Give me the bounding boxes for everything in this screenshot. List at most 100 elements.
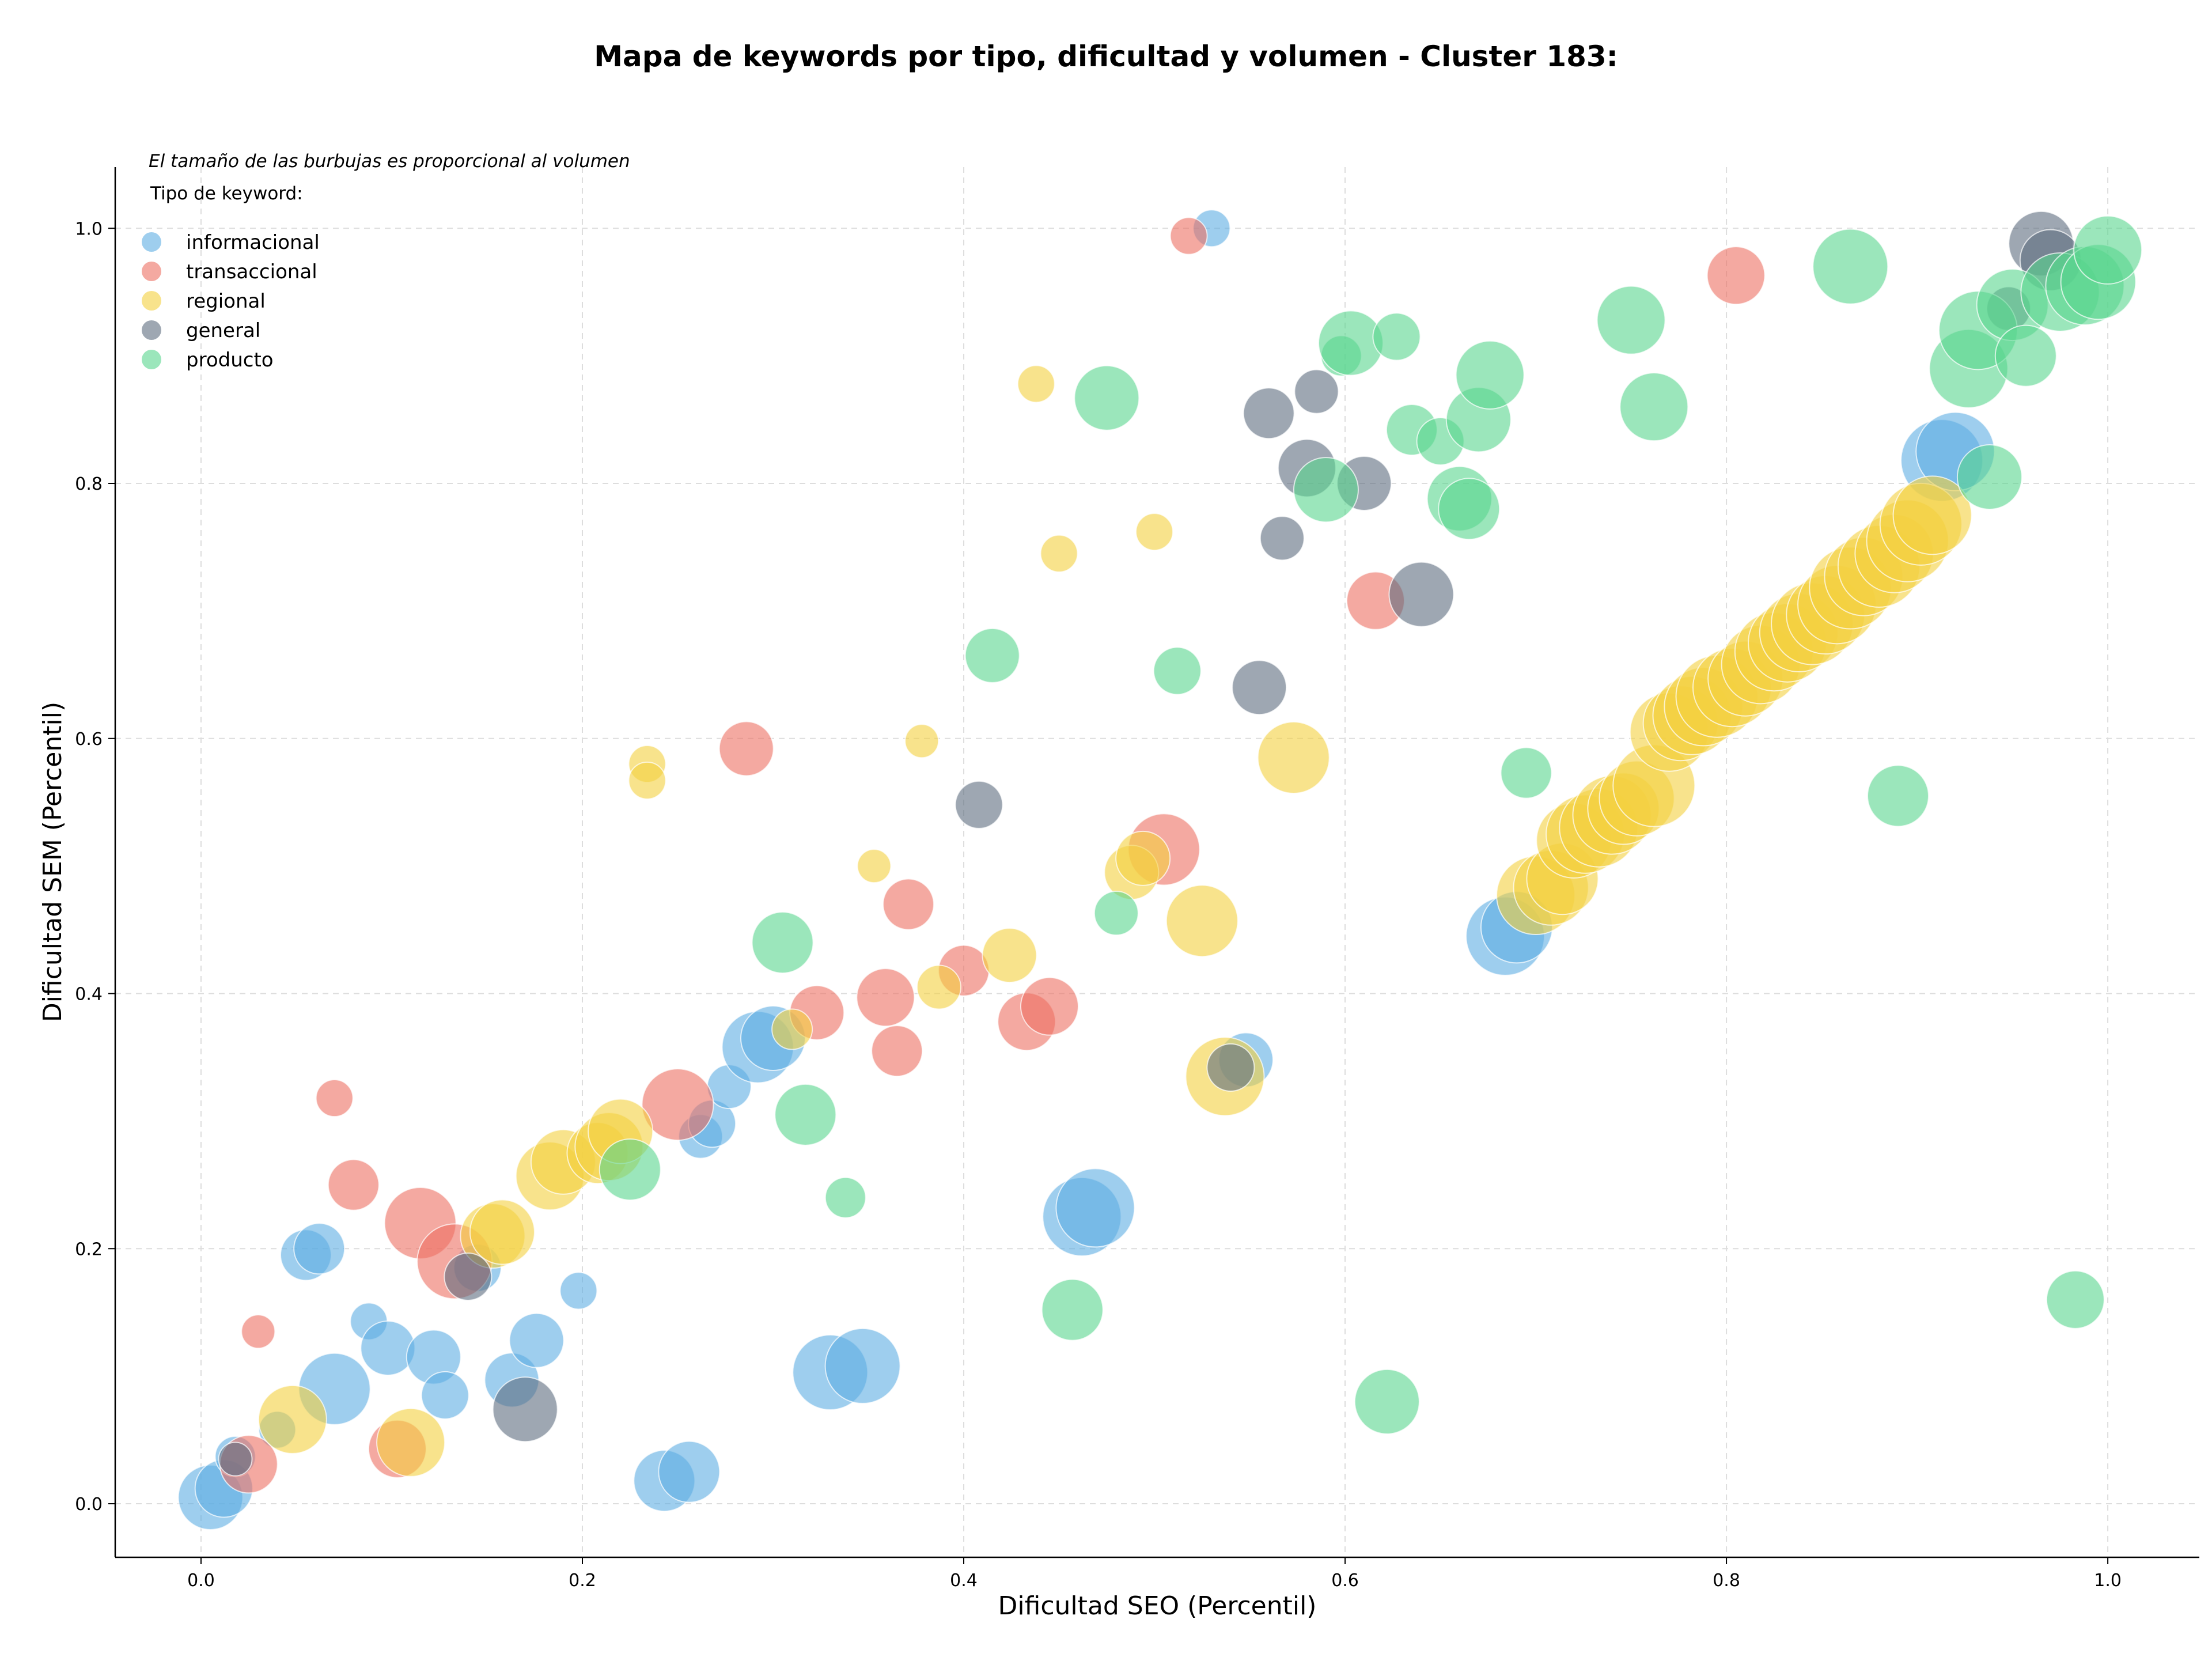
bubble-transaccional: [856, 968, 915, 1027]
bubble-producto: [824, 1176, 866, 1219]
bubble-transaccional: [882, 878, 935, 930]
bubble-regional: [1040, 534, 1078, 573]
bubble-producto: [1354, 1368, 1420, 1435]
bubble-general: [492, 1376, 558, 1443]
y-tick-label: 0.0: [75, 1494, 103, 1515]
x-tick-label: 0.4: [950, 1571, 978, 1591]
bubble-producto: [1372, 312, 1421, 361]
bubble-producto: [774, 1083, 837, 1146]
bubble-producto: [1994, 324, 2057, 387]
bubble-general: [1294, 369, 1339, 414]
size-note: El tamaño de las burbujas es proporciona…: [149, 151, 630, 172]
legend-marker-informacional: [142, 232, 161, 252]
bubble-informacional: [293, 1223, 346, 1275]
bubble-general: [444, 1252, 493, 1301]
bubble-producto: [2046, 1270, 2105, 1329]
bubble-producto: [599, 1138, 661, 1201]
bubble-regional: [376, 1408, 446, 1477]
bubble-regional: [257, 1384, 327, 1454]
bubble-transaccional: [1169, 217, 1208, 255]
series-general: [218, 210, 2082, 1477]
x-ticks: 0.0 0.2 0.4 0.6 0.8 1.0: [187, 1557, 2122, 1591]
bubble-regional: [916, 964, 961, 1010]
bubble-general: [1243, 387, 1295, 440]
y-axis-label: Dificultad SEM (Percentil): [38, 702, 67, 1022]
bubble-transaccional: [718, 721, 774, 777]
bubble-producto: [1153, 646, 1202, 695]
bubble-transaccional: [1020, 977, 1079, 1036]
bubble-general: [218, 1441, 253, 1477]
bubble-producto: [1455, 340, 1525, 410]
x-tick-label: 0.0: [187, 1571, 215, 1591]
bubble-general: [1232, 660, 1287, 716]
x-axis-label: Dificultad SEO (Percentil): [998, 1591, 1317, 1621]
bubble-regional: [1135, 513, 1174, 551]
bubble-regional: [628, 761, 666, 800]
bubble-transaccional: [1706, 246, 1766, 305]
bubble-producto: [1041, 1278, 1104, 1341]
legend-label-transaccional: transaccional: [186, 260, 317, 283]
legend-label-producto: producto: [186, 349, 274, 372]
bubble-producto: [1866, 765, 1929, 827]
bubble-producto: [1812, 228, 1889, 305]
y-tick-label: 0.6: [75, 729, 103, 750]
bubble-transaccional: [241, 1314, 276, 1349]
series-producto: [599, 215, 2143, 1435]
bubble-producto: [1293, 457, 1359, 523]
x-tick-label: 0.2: [569, 1571, 596, 1591]
x-tick-label: 0.8: [1713, 1571, 1740, 1591]
bubble-producto: [2073, 215, 2143, 285]
bubble-regional: [1257, 721, 1330, 794]
bubbles: [177, 209, 2143, 1530]
legend: El tamaño de las burbujas es proporciona…: [142, 151, 630, 372]
x-tick-label: 1.0: [2094, 1571, 2122, 1591]
chart-title: Mapa de keywords por tipo, dificultad y …: [594, 40, 1618, 73]
bubble-regional: [1892, 475, 1972, 555]
bubble-producto: [1074, 365, 1140, 431]
bubble-producto: [751, 911, 814, 974]
bubble-regional: [469, 1199, 535, 1265]
y-tick-label: 1.0: [75, 219, 103, 239]
bubble-informacional: [360, 1320, 416, 1376]
bubble-general: [955, 780, 1003, 829]
legend-title: Tipo de keyword:: [150, 183, 303, 204]
bubble-producto: [1619, 372, 1689, 442]
bubble-regional: [771, 1008, 813, 1050]
legend-label-regional: regional: [186, 290, 266, 313]
bubble-producto: [1956, 444, 2022, 510]
y-tick-label: 0.8: [75, 474, 103, 494]
y-tick-label: 0.2: [75, 1239, 103, 1259]
bubble-regional: [1017, 365, 1055, 403]
bubble-regional: [857, 849, 892, 884]
bubble-general: [1259, 516, 1305, 561]
bubble-informacional: [658, 1440, 721, 1503]
legend-marker-general: [142, 320, 161, 340]
legend-label-general: general: [186, 319, 260, 342]
bubble-transaccional: [641, 1068, 714, 1141]
bubble-transaccional: [315, 1079, 354, 1118]
bubble-regional: [1165, 884, 1238, 958]
bubble-general: [1388, 561, 1455, 627]
bubble-informacional: [421, 1371, 469, 1420]
bubble-informacional: [1055, 1168, 1135, 1248]
x-tick-label: 0.6: [1331, 1571, 1359, 1591]
legend-label-informacional: informacional: [186, 231, 320, 254]
bubble-informacional: [824, 1327, 901, 1404]
bubble-regional: [1115, 830, 1171, 886]
bubble-informacional: [559, 1272, 598, 1310]
bubble-producto: [1596, 285, 1666, 355]
bubble-producto: [1093, 891, 1139, 936]
legend-marker-transaccional: [142, 262, 161, 281]
legend-items: informacional transaccional regional genera…: [142, 231, 320, 372]
bubble-transaccional: [871, 1025, 923, 1077]
y-tick-label: 0.4: [75, 985, 103, 1005]
series-regional: [257, 365, 1972, 1477]
bubble-transaccional: [327, 1159, 380, 1211]
bubble-producto: [1500, 747, 1552, 799]
y-ticks: 0.0 0.2 0.4 0.6 0.8 1.0: [75, 219, 115, 1515]
bubble-producto: [964, 627, 1020, 683]
axes: [114, 167, 2199, 1558]
legend-marker-producto: [142, 350, 161, 369]
bubble-general: [1206, 1043, 1255, 1092]
